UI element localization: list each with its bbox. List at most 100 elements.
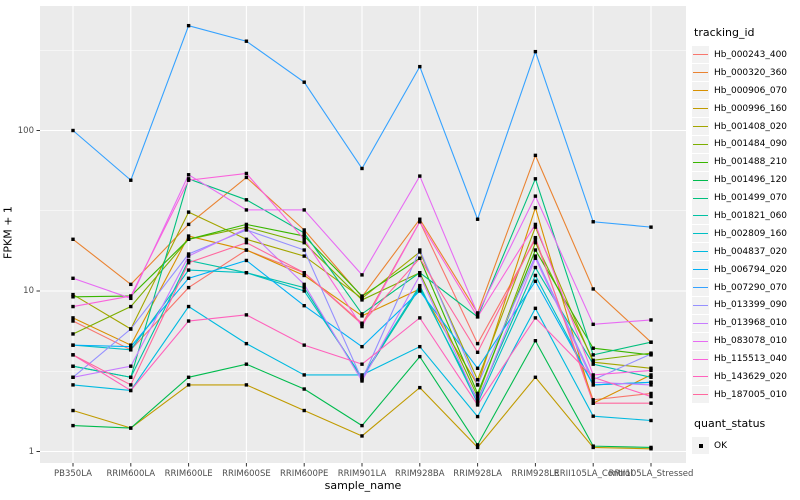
data-point-marker	[302, 80, 306, 84]
data-point-marker	[360, 273, 364, 277]
data-point-marker	[418, 283, 422, 288]
data-point-marker	[533, 206, 538, 210]
legend-item-label: Hb_001821_060	[714, 210, 788, 221]
legend-key-line-icon	[692, 243, 709, 261]
data-point-marker	[418, 344, 422, 349]
legend-key-line-icon	[692, 46, 709, 64]
legend-item-Hb_000320_360: Hb_000320_360	[692, 64, 800, 82]
data-point-marker	[302, 234, 306, 238]
data-point-marker	[360, 312, 364, 316]
data-point-marker	[71, 353, 75, 357]
data-point-marker	[360, 344, 364, 349]
data-point-marker	[302, 408, 306, 413]
data-point-marker	[649, 373, 653, 377]
data-point-marker	[360, 434, 364, 438]
data-point-marker	[302, 285, 306, 290]
data-point-marker	[302, 289, 306, 293]
data-point-marker	[418, 220, 422, 224]
legend-key-line-icon	[692, 332, 709, 350]
data-point-marker	[649, 352, 653, 356]
x-tick-label: RRII105LA_Stressed	[608, 469, 694, 479]
legend-key-line-icon	[692, 225, 709, 243]
data-point-marker	[649, 366, 653, 370]
data-point-marker	[244, 258, 249, 263]
data-point-marker	[360, 379, 364, 383]
data-point-marker	[186, 178, 191, 182]
legend-key-line-icon	[692, 135, 709, 153]
data-point-marker	[475, 315, 480, 319]
data-point-marker	[186, 173, 191, 177]
data-point-marker	[475, 312, 480, 316]
data-point-marker	[129, 383, 133, 387]
data-point-marker	[475, 341, 480, 346]
data-point-marker	[475, 445, 480, 450]
data-point-marker	[186, 210, 191, 214]
legend-item-label: Hb_000320_360	[714, 67, 788, 78]
data-point-marker	[186, 319, 191, 323]
data-point-marker	[129, 178, 133, 182]
data-point-marker	[649, 225, 653, 229]
legend-item-Hb_007290_070: Hb_007290_070	[692, 279, 800, 297]
data-point-marker	[302, 228, 306, 232]
data-point-marker	[591, 398, 595, 402]
data-point-marker	[649, 368, 653, 373]
legend-key-line-icon	[692, 314, 709, 332]
data-point-marker	[244, 248, 249, 252]
data-point-marker	[533, 273, 538, 278]
legend-item-label: OK	[714, 440, 727, 451]
data-point-marker	[418, 273, 422, 278]
data-point-marker	[186, 375, 191, 379]
data-point-marker	[475, 383, 480, 387]
data-point-marker	[591, 401, 595, 405]
data-point-marker	[591, 444, 595, 448]
data-point-marker	[418, 271, 422, 275]
legend-item-Hb_187005_010: Hb_187005_010	[692, 386, 800, 404]
legend-item-label: Hb_007290_070	[714, 282, 788, 293]
y-tick-label: 1	[28, 446, 34, 457]
legend-item-label: Hb_013399_090	[714, 300, 788, 311]
data-point-marker	[533, 194, 538, 198]
legend-item-label: Hb_001496_120	[714, 175, 788, 186]
legend-quant-status: quant_status OK	[692, 417, 800, 455]
data-point-marker	[533, 49, 538, 54]
data-point-marker	[591, 362, 595, 366]
data-point-marker	[475, 394, 480, 399]
data-point-marker	[129, 388, 133, 393]
data-point-marker	[649, 418, 653, 423]
data-point-marker	[244, 175, 249, 180]
data-point-marker	[302, 237, 306, 241]
legend-item-Hb_013968_010: Hb_013968_010	[692, 314, 800, 332]
legend-item-Hb_001499_070: Hb_001499_070	[692, 189, 800, 207]
data-point-marker	[129, 282, 133, 287]
data-point-marker	[186, 234, 191, 238]
data-point-marker	[533, 235, 538, 240]
data-point-marker	[418, 385, 422, 390]
legend-tracking-id-title: tracking_id	[694, 26, 755, 39]
legend-item-Hb_083078_010: Hb_083078_010	[692, 332, 800, 350]
data-point-marker	[71, 237, 75, 241]
legend-item-label: Hb_083078_010	[714, 336, 788, 347]
data-point-marker	[186, 237, 191, 241]
data-point-marker	[418, 285, 422, 290]
data-point-marker	[475, 401, 480, 405]
data-point-marker	[71, 304, 75, 309]
legend-item-label: Hb_000996_160	[714, 103, 788, 114]
data-point-marker	[591, 346, 595, 350]
data-point-marker	[649, 383, 653, 387]
data-point-marker	[129, 294, 133, 298]
y-tick-label: 10	[23, 286, 34, 296]
data-point-marker	[244, 240, 249, 245]
panel-background	[40, 6, 686, 463]
data-point-marker	[360, 298, 364, 302]
legend-key-line-icon	[692, 279, 709, 297]
data-point-marker	[591, 414, 595, 418]
data-point-marker	[244, 208, 249, 212]
x-tick-label: RRIM600LE	[164, 469, 213, 479]
legend: tracking_id Hb_000243_400 Hb_000320_360 Hb…	[692, 26, 800, 455]
data-point-marker	[475, 378, 480, 382]
data-point-marker	[649, 340, 653, 344]
data-point-marker	[244, 313, 249, 317]
data-point-marker	[186, 258, 191, 263]
y-axis-title: FPKM + 1	[1, 206, 15, 259]
